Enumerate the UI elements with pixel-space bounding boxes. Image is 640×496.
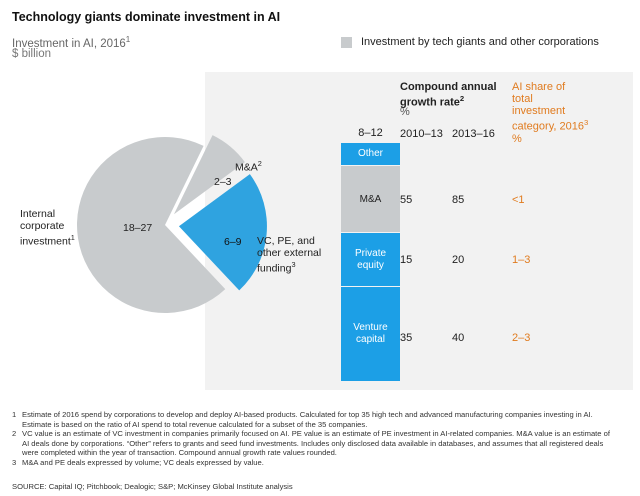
footnote-3: 3 M&A and PE deals expressed by volume; V… (12, 457, 264, 467)
chart-title: Technology giants dominate investment in… (12, 10, 281, 24)
legend: Investment by tech giants and other corp… (341, 36, 599, 48)
source-note: SOURCE: Capital IQ; Pitchbook; Dealogic;… (12, 482, 293, 491)
legend-swatch (341, 36, 352, 48)
cell-ma-2010-13: 55 (400, 194, 413, 206)
cell-vc-2010-13: 35 (400, 332, 413, 344)
footnotes: 1 Estimate of 2016 spend by corporations … (12, 410, 617, 468)
bar-total-label: 8–12 (358, 127, 383, 139)
pie-slice-internal (76, 137, 226, 314)
cell-pe-2010-13: 15 (400, 254, 413, 266)
share-header: AI share of total investment category, 2… (512, 81, 589, 145)
bar-label-pe: Private equity (354, 248, 387, 271)
column-header-2010-13: 2010–13 (400, 128, 443, 140)
cell-vc-share: 2–3 (512, 332, 531, 344)
pie-value-ma: 2–3 (214, 176, 232, 188)
cell-vc-2013-16: 40 (452, 332, 465, 344)
bar-label-vc: Venture capital (353, 322, 388, 345)
bar-segment-vc (341, 287, 400, 381)
pie-label-ma: M&A2 (235, 159, 262, 174)
cagr-unit: % (400, 106, 410, 118)
cell-pe-2013-16: 20 (452, 254, 465, 266)
footnote-1: 1 Estimate of 2016 spend by corporations … (12, 410, 593, 429)
pie-label-vc: VC, PE, and other external funding3 (257, 235, 322, 275)
cell-ma-share: <1 (512, 194, 525, 206)
bar-segment-other (341, 143, 400, 165)
legend-label: Investment by tech giants and other corp… (361, 36, 599, 48)
pie-value-vc: 6–9 (224, 236, 242, 248)
column-header-2013-16: 2013–16 (452, 128, 495, 140)
chart-subtitle: Investment in AI, 20161 (12, 35, 131, 50)
cell-ma-2013-16: 85 (452, 194, 465, 206)
pie-value-internal: 18–27 (123, 222, 153, 234)
bar-label-other: Other (357, 148, 383, 159)
bar-segment-ma (341, 166, 400, 232)
cagr-header: Compound annual growth rate2 (400, 81, 497, 109)
bar-segment-pe (341, 233, 400, 286)
pie-slice-vc (178, 174, 267, 291)
detail-panel (205, 72, 633, 390)
bar-label-ma: M&A (359, 194, 382, 205)
footnote-2: 2 VC value is an estimate of VC investmen… (12, 429, 610, 458)
unit-label: $ billion (12, 48, 51, 60)
cell-pe-share: 1–3 (512, 254, 531, 266)
pie-label-internal: Internal corporate investment1 (20, 208, 75, 248)
pie-slice-ma (173, 135, 245, 215)
